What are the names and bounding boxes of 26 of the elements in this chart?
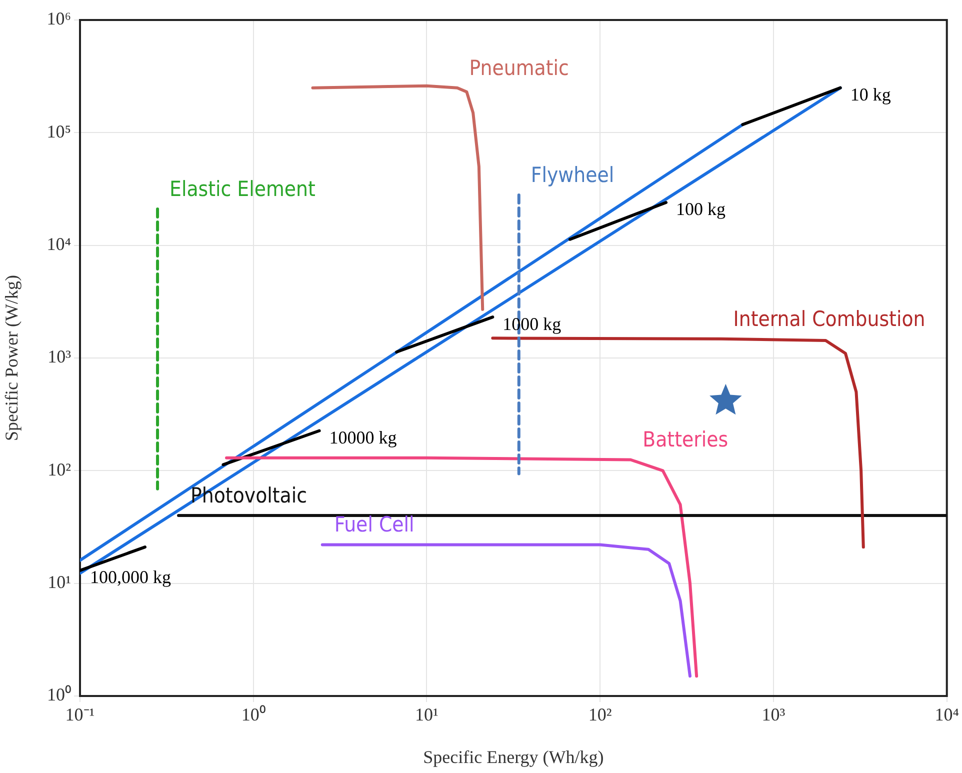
y-tick-label: 10⁴ [46, 234, 71, 254]
y-tick-label: 10⁶ [46, 8, 71, 29]
x-tick-label: 10³ [762, 704, 786, 725]
y-tick-label: 10⁰ [47, 684, 71, 705]
annotation: Pneumatic [469, 56, 569, 80]
annotation: Internal Combustion [733, 306, 926, 331]
annotation: 100,000 kg [90, 567, 171, 588]
annotation: 100 kg [676, 199, 726, 220]
x-axis-title: Specific Energy (Wh/kg) [423, 746, 604, 767]
y-axis-title: Specific Power (W/kg) [2, 275, 22, 441]
x-tick-label: 10⁴ [934, 704, 960, 725]
y-tick-label: 10² [48, 459, 71, 480]
annotation: 10 kg [850, 84, 891, 105]
annotation: Batteries [642, 428, 728, 452]
y-tick-label: 10¹ [48, 572, 71, 592]
x-tick-label: 10¹ [415, 704, 438, 725]
y-tick-label: 10³ [48, 346, 72, 367]
x-tick-label: 10⁰ [241, 704, 266, 725]
annotation: 10000 kg [329, 428, 397, 448]
annotation: Fuel Cell [334, 512, 414, 537]
annotation: Flywheel [530, 162, 614, 187]
y-tick-label: 10⁵ [46, 121, 71, 142]
annotation: Elastic Element [170, 176, 316, 201]
annotation: 1000 kg [502, 314, 562, 334]
x-tick-label: 10² [588, 704, 612, 725]
x-tick-label: 10⁻¹ [65, 704, 95, 725]
